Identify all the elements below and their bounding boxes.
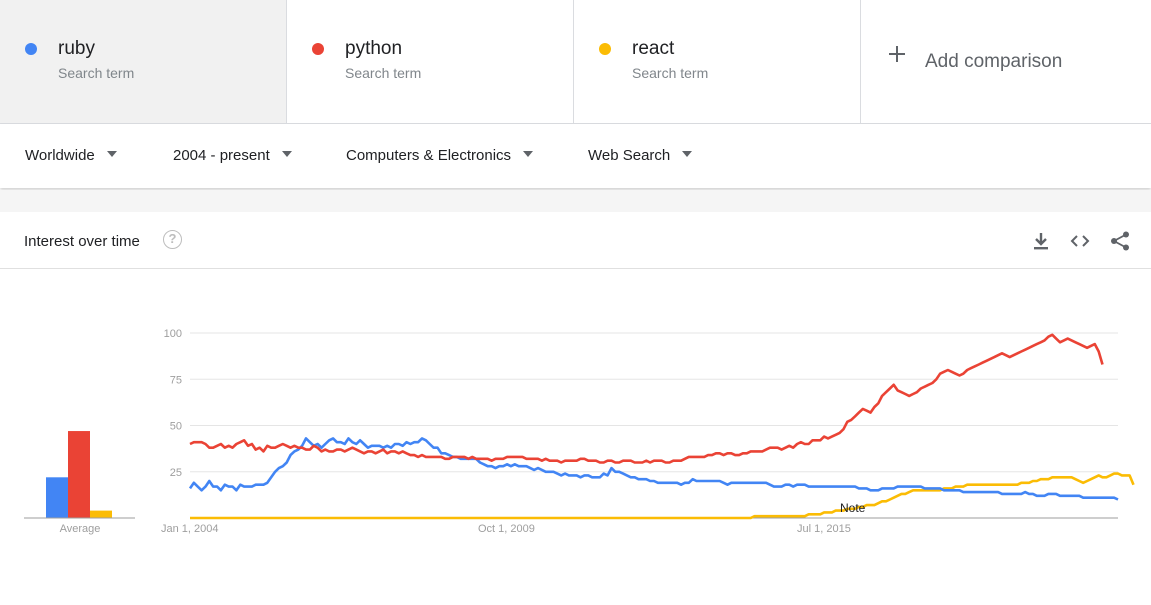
download-icon[interactable] — [1030, 230, 1052, 252]
chart-note: Note — [840, 501, 866, 515]
filter-bar: Worldwide 2004 - present Computers & Ele… — [0, 124, 1151, 188]
x-tick-label: Jul 1, 2015 — [797, 523, 851, 535]
term-card-react[interactable]: react Search term — [574, 0, 861, 123]
add-comparison-button[interactable]: Add comparison — [861, 0, 1151, 123]
time-range-value: 2004 - present — [173, 147, 270, 164]
average-bar-chart: Average — [24, 431, 135, 535]
help-icon[interactable]: ? — [163, 230, 182, 249]
term-name[interactable]: python — [345, 38, 403, 59]
term-type: Search term — [632, 65, 709, 81]
x-tick-label: Jan 1, 2004 — [161, 523, 219, 535]
search-property-dropdown[interactable]: Web Search — [588, 147, 693, 164]
term-card-python[interactable]: python Search term — [287, 0, 574, 123]
term-type: Search term — [345, 65, 422, 81]
card-title: Interest over time — [24, 233, 140, 250]
ruby-series-line — [188, 437, 1119, 501]
x-tick-label: Oct 1, 2009 — [478, 523, 535, 535]
chart-labels: 25 50 75 100 Jan 1, 2004 Oct 1, 2009 Jul 1, 20… — [161, 328, 866, 535]
interest-over-time-header: Interest over time ? — [0, 212, 1151, 269]
python-series-line — [189, 333, 1104, 464]
search-terms-bar: ruby Search term python Search term reac… — [0, 0, 1151, 124]
category-value: Computers & Electronics — [346, 147, 512, 164]
term-name[interactable]: ruby — [58, 38, 95, 59]
y-tick-label: 100 — [164, 328, 182, 340]
react-series-line — [190, 472, 1135, 520]
embed-code-icon[interactable] — [1069, 230, 1091, 252]
caret-down-icon — [682, 151, 693, 157]
caret-down-icon — [523, 151, 534, 157]
python-color-dot — [312, 43, 324, 55]
category-dropdown[interactable]: Computers & Electronics — [346, 147, 534, 164]
chart-lines — [188, 333, 1135, 520]
caret-down-icon — [106, 151, 117, 157]
time-range-dropdown[interactable]: 2004 - present — [173, 147, 292, 164]
plus-icon — [889, 46, 906, 63]
chart-gridlines — [190, 332, 1118, 519]
ruby-color-dot — [25, 43, 37, 55]
term-card-ruby[interactable]: ruby Search term — [0, 0, 287, 123]
interest-over-time-chart[interactable]: Average 25 50 75 100 Jan 1, 2004 Oct 1, 2009 J… — [0, 270, 1151, 605]
share-icon[interactable] — [1109, 230, 1131, 252]
term-name[interactable]: react — [632, 38, 675, 59]
ruby-average-bar — [46, 477, 68, 518]
caret-down-icon — [281, 151, 292, 157]
y-tick-label: 25 — [170, 467, 182, 479]
add-comparison-label: Add comparison — [925, 51, 1063, 72]
y-tick-label: 50 — [170, 421, 182, 433]
python-average-bar — [68, 431, 90, 518]
average-label: Average — [60, 523, 101, 535]
term-type: Search term — [58, 65, 135, 81]
section-gap — [0, 190, 1151, 212]
search-property-value: Web Search — [588, 147, 671, 164]
region-dropdown[interactable]: Worldwide — [25, 147, 117, 164]
react-color-dot — [599, 43, 611, 55]
react-average-bar — [90, 510, 112, 518]
y-tick-label: 75 — [170, 374, 182, 386]
region-value: Worldwide — [25, 147, 95, 164]
